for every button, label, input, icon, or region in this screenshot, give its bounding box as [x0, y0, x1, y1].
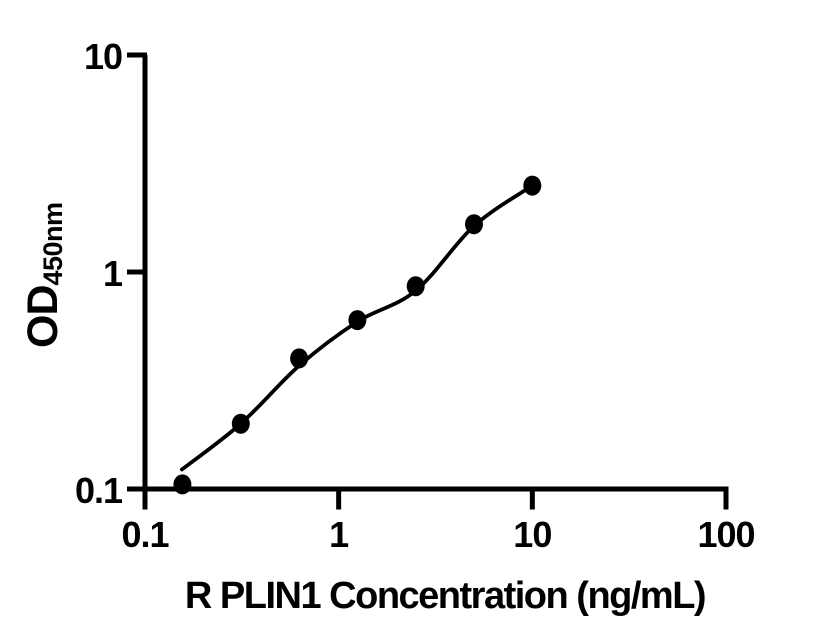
data-point — [231, 413, 250, 434]
x-tick-label: 100 — [697, 514, 754, 555]
data-point — [523, 175, 542, 196]
y-axis-title-subscript: 450nm — [38, 202, 68, 286]
x-tick-label: 1 — [329, 514, 349, 555]
x-tick-label: 10 — [513, 514, 551, 555]
y-axis-title-main: OD — [19, 285, 67, 349]
y-tick-label: 1 — [103, 253, 123, 294]
y-tick-label: 10 — [84, 36, 122, 77]
data-point — [465, 214, 483, 235]
data-point — [173, 474, 192, 495]
y-axis-title: OD450nm — [19, 202, 75, 349]
x-tick-label: 0.1 — [121, 514, 169, 555]
x-axis-title: R PLIN1 Concentration (ng/mL) — [184, 575, 707, 617]
data-point — [290, 348, 309, 369]
y-tick-label: 0.1 — [75, 470, 123, 511]
data-point — [348, 310, 367, 331]
data-point — [406, 276, 425, 297]
